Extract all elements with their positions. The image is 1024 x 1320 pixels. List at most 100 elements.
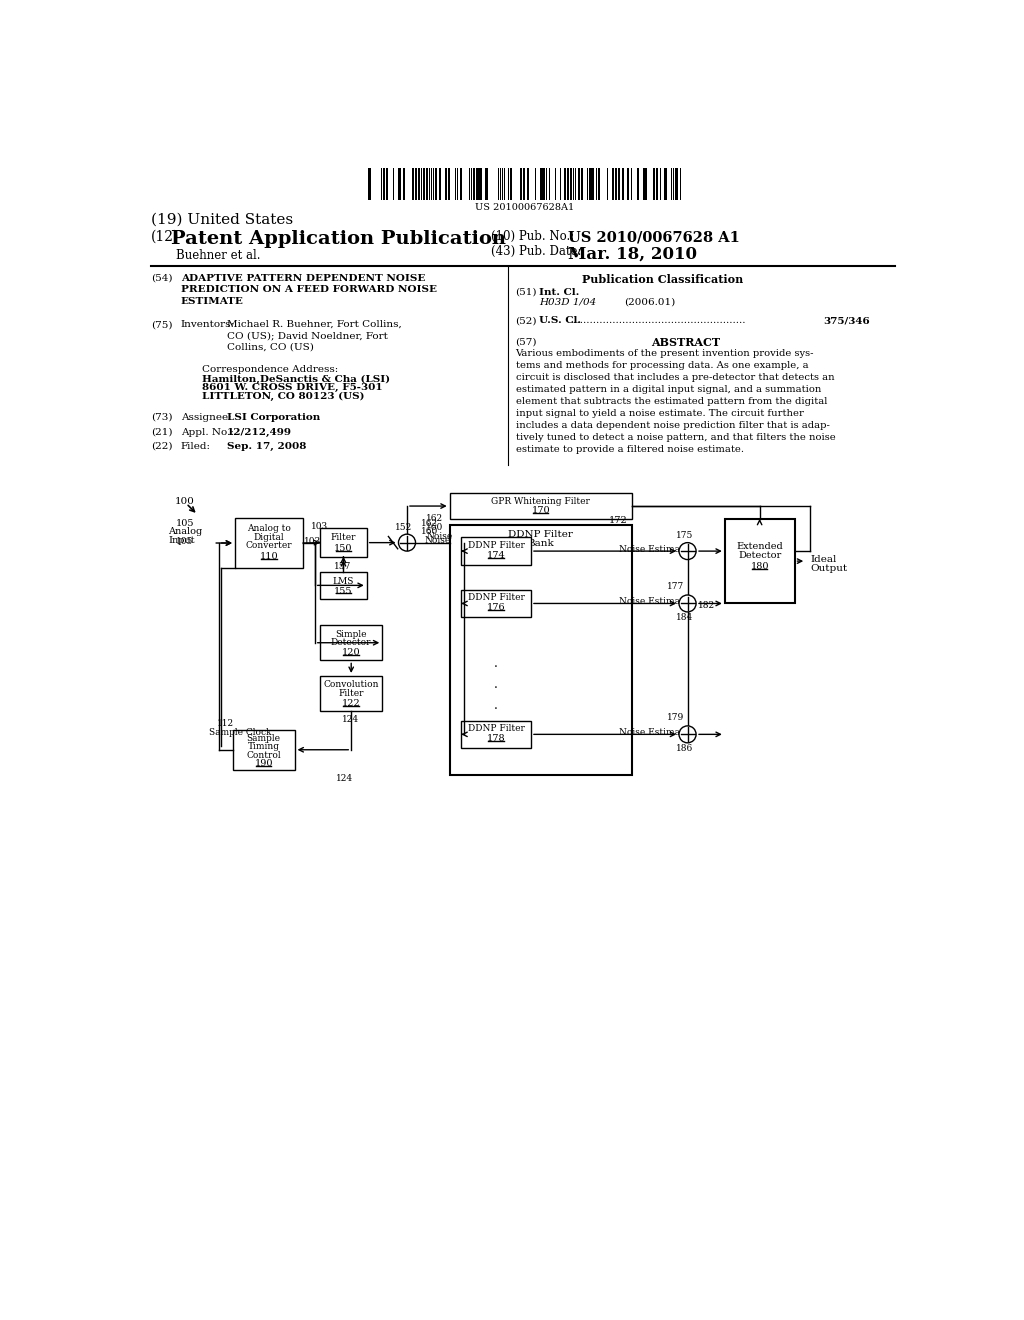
Text: LMS: LMS <box>333 577 354 586</box>
Circle shape <box>679 726 696 743</box>
Text: ADAPTIVE PATTERN DEPENDENT NOISE
PREDICTION ON A FEED FORWARD NOISE
ESTIMATE: ADAPTIVE PATTERN DEPENDENT NOISE PREDICT… <box>180 275 436 306</box>
Text: (57): (57) <box>515 337 537 346</box>
Bar <box>527 168 528 199</box>
Text: 12/212,499: 12/212,499 <box>227 428 292 437</box>
Text: (19) United States: (19) United States <box>152 213 293 226</box>
Bar <box>546 168 547 199</box>
Text: DDNP Filter: DDNP Filter <box>468 594 524 602</box>
Text: 122: 122 <box>342 700 360 708</box>
Bar <box>627 168 629 199</box>
Text: DDNP Filter: DDNP Filter <box>508 529 573 539</box>
Text: U.S. Cl.: U.S. Cl. <box>539 317 581 325</box>
Bar <box>321 626 382 660</box>
Text: .
.
.: . . . <box>495 657 498 713</box>
Bar <box>461 721 531 748</box>
Bar <box>432 168 434 199</box>
Text: (21): (21) <box>152 428 173 437</box>
Text: 110: 110 <box>260 552 279 561</box>
Text: Various embodiments of the present invention provide sys-
tems and methods for p: Various embodiments of the present inven… <box>515 350 836 454</box>
Text: Filter: Filter <box>339 689 364 698</box>
Bar <box>438 168 441 199</box>
Text: Digital: Digital <box>254 533 285 541</box>
Bar <box>617 168 621 199</box>
Bar <box>460 168 462 199</box>
Bar <box>665 168 667 199</box>
Text: 124: 124 <box>342 715 359 725</box>
Text: (73): (73) <box>152 412 173 421</box>
Bar <box>578 168 580 199</box>
Bar <box>234 517 303 568</box>
Text: Ideal: Ideal <box>810 554 837 564</box>
Text: 162: 162 <box>426 515 443 523</box>
Bar <box>541 168 543 199</box>
Text: GPR Whitening Filter: GPR Whitening Filter <box>492 498 590 506</box>
Bar <box>510 168 512 199</box>
Text: 160: 160 <box>421 527 438 536</box>
Bar <box>592 168 594 199</box>
Text: ABSTRACT: ABSTRACT <box>651 337 721 348</box>
Text: Extended: Extended <box>736 543 783 550</box>
Text: (22): (22) <box>152 442 173 450</box>
Text: 103: 103 <box>304 537 322 546</box>
Bar <box>569 168 572 199</box>
Bar <box>423 168 425 199</box>
Bar <box>622 168 624 199</box>
Text: Sep. 17, 2008: Sep. 17, 2008 <box>227 442 306 450</box>
Text: 175: 175 <box>676 532 693 540</box>
Text: 170: 170 <box>531 507 550 515</box>
Bar <box>403 168 406 199</box>
Text: Noise: Noise <box>426 532 453 541</box>
Text: 172: 172 <box>608 516 628 524</box>
Text: Filed:: Filed: <box>180 442 211 450</box>
Bar <box>523 168 524 199</box>
Bar <box>725 519 795 603</box>
Text: Appl. No.:: Appl. No.: <box>180 428 233 437</box>
Bar <box>398 168 400 199</box>
Text: Detector: Detector <box>331 638 372 647</box>
Text: (12): (12) <box>152 230 179 244</box>
Text: 105: 105 <box>176 537 194 546</box>
Circle shape <box>398 535 416 552</box>
Bar <box>652 168 655 199</box>
Text: Detector: Detector <box>738 552 781 560</box>
Bar <box>671 168 672 199</box>
Bar <box>614 168 617 199</box>
Bar <box>673 168 675 199</box>
Text: 179: 179 <box>667 713 684 722</box>
Text: Converter: Converter <box>246 541 293 550</box>
Text: Inventors:: Inventors: <box>180 321 234 329</box>
Text: Correspondence Address:: Correspondence Address: <box>202 364 338 374</box>
Text: 178: 178 <box>486 734 506 743</box>
Bar <box>321 676 382 711</box>
Bar <box>383 168 385 199</box>
Text: 112: 112 <box>217 719 234 727</box>
Text: 157: 157 <box>334 562 351 570</box>
Text: 103: 103 <box>311 521 328 531</box>
Text: DDNP Filter: DDNP Filter <box>468 725 524 734</box>
Text: DDNP Filter: DDNP Filter <box>468 541 524 550</box>
Text: Assignee:: Assignee: <box>180 412 231 421</box>
Text: 100: 100 <box>174 498 195 506</box>
Text: Hamilton,DeSanctis & Cha (LSI): Hamilton,DeSanctis & Cha (LSI) <box>202 375 390 384</box>
Text: H03D 1/04: H03D 1/04 <box>539 298 596 306</box>
Text: 375/346: 375/346 <box>823 317 870 325</box>
Text: Noise Estimate: Noise Estimate <box>618 729 689 737</box>
Bar <box>587 168 589 199</box>
Text: LSI Corporation: LSI Corporation <box>227 412 321 421</box>
Text: Noise Estimate: Noise Estimate <box>618 597 689 606</box>
Bar <box>426 168 428 199</box>
Text: ......................................................: ........................................… <box>569 317 745 325</box>
Bar <box>321 572 367 599</box>
Bar <box>589 168 591 199</box>
Bar <box>643 168 646 199</box>
Text: Sample Clock: Sample Clock <box>209 729 272 737</box>
Text: 180: 180 <box>751 562 769 570</box>
Bar <box>563 168 566 199</box>
Text: 182: 182 <box>697 601 715 610</box>
Bar <box>655 168 658 199</box>
Bar <box>476 168 477 199</box>
Bar <box>321 528 367 557</box>
Circle shape <box>679 595 696 612</box>
Text: 155: 155 <box>334 586 352 595</box>
Text: Analog to: Analog to <box>247 524 291 533</box>
